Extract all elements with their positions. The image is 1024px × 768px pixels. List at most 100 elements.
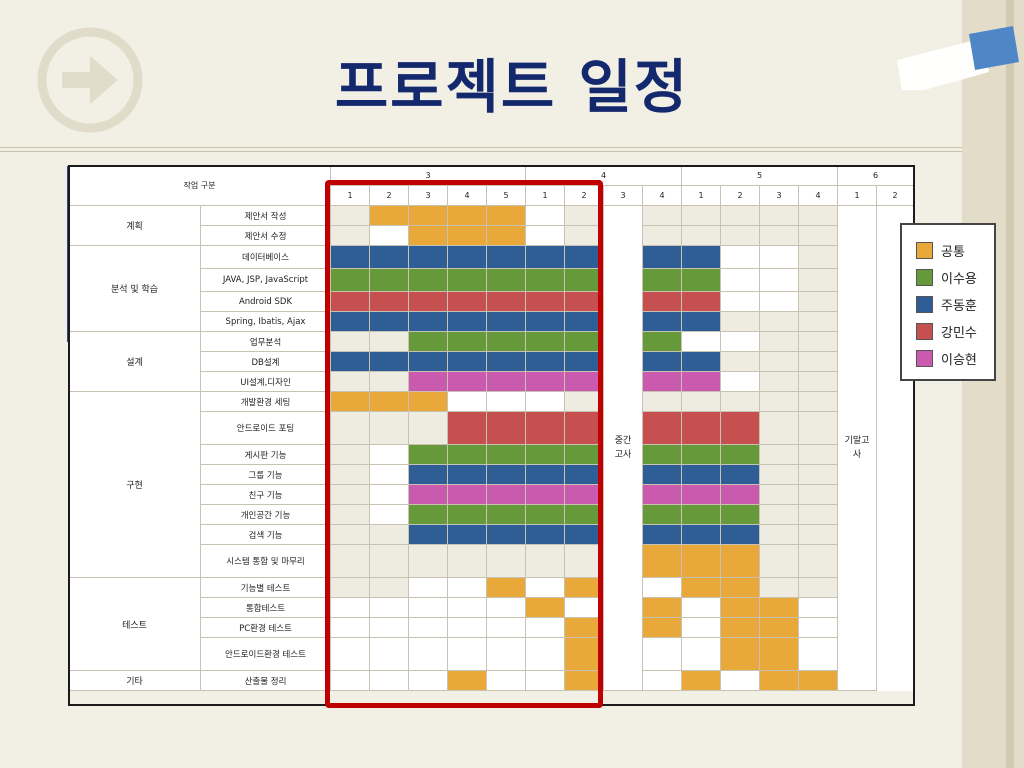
schedule-cell <box>486 245 526 269</box>
schedule-cell <box>759 351 799 372</box>
schedule-cell <box>759 617 799 638</box>
schedule-cell <box>447 670 487 691</box>
final-exam-cell: 기말고 사 <box>837 205 877 691</box>
schedule-cell <box>681 597 721 618</box>
schedule-cell <box>330 245 370 269</box>
schedule-cell <box>720 617 760 638</box>
schedule-cell <box>642 504 682 525</box>
schedule-cell <box>330 225 370 246</box>
schedule-cell <box>525 484 565 505</box>
schedule-cell <box>720 504 760 525</box>
schedule-cell <box>369 597 409 618</box>
schedule-cell <box>486 411 526 445</box>
right-decor-band <box>962 0 1024 768</box>
schedule-cell <box>720 371 760 392</box>
schedule-cell <box>798 331 838 352</box>
table-row: 안드로이드 포팅 <box>69 411 914 445</box>
schedule-cell <box>759 268 799 292</box>
schedule-cell <box>642 245 682 269</box>
schedule-cell <box>369 504 409 525</box>
schedule-cell <box>798 351 838 372</box>
schedule-cell <box>408 225 448 246</box>
legend: 공통 이수용 주동훈 강민수 이승현 <box>900 223 996 381</box>
schedule-cell <box>330 351 370 372</box>
schedule-cell <box>369 371 409 392</box>
schedule-cell <box>720 225 760 246</box>
month-header: 5 <box>681 165 838 186</box>
schedule-cell <box>720 411 760 445</box>
legend-swatch <box>916 322 933 340</box>
schedule-cell <box>720 464 760 485</box>
schedule-cell <box>798 504 838 525</box>
schedule-cell <box>408 524 448 545</box>
schedule-cell <box>486 351 526 372</box>
schedule-cell <box>564 544 604 578</box>
schedule-cell <box>642 311 682 332</box>
schedule-cell <box>369 637 409 671</box>
schedule-cell <box>642 577 682 598</box>
schedule-cell <box>798 411 838 445</box>
schedule-cell <box>369 617 409 638</box>
schedule-cell <box>525 371 565 392</box>
schedule-cell <box>486 577 526 598</box>
schedule-cell <box>369 331 409 352</box>
legend-swatch <box>916 349 933 367</box>
schedule-cell <box>447 391 487 412</box>
schedule-cell <box>564 411 604 445</box>
schedule-cell <box>798 670 838 691</box>
week-header: 2 <box>876 185 914 206</box>
schedule-cell <box>564 597 604 618</box>
schedule-cell <box>564 524 604 545</box>
week-header: 2 <box>720 185 760 206</box>
schedule-cell <box>720 637 760 671</box>
schedule-cell <box>486 268 526 292</box>
schedule-cell <box>720 524 760 545</box>
decorative-paper-icon <box>897 26 1019 90</box>
schedule-cell <box>447 544 487 578</box>
table-row: 테스트 기능별 테스트 <box>68 577 914 671</box>
schedule-cell <box>408 331 448 352</box>
schedule-cell <box>408 205 448 226</box>
schedule-cell <box>408 484 448 505</box>
schedule-cell <box>798 444 838 465</box>
schedule-cell <box>525 245 565 269</box>
schedule-cell <box>330 504 370 525</box>
schedule-cell <box>681 391 721 412</box>
schedule-cell <box>642 464 682 485</box>
schedule-cell <box>564 225 604 246</box>
schedule-cell <box>681 464 721 485</box>
schedule-cell <box>330 331 370 352</box>
schedule-cell <box>759 637 799 671</box>
task-name-cell: 개발환경 세팅 <box>200 391 331 412</box>
schedule-cell <box>330 371 370 392</box>
table-row: JAVA, JSP, JavaScript <box>69 268 914 292</box>
schedule-cell <box>408 291 448 312</box>
schedule-cell <box>720 311 760 332</box>
schedule-cell <box>447 291 487 312</box>
schedule-cell <box>525 268 565 292</box>
schedule-cell <box>720 670 760 691</box>
schedule-cell <box>681 245 721 269</box>
schedule-cell <box>408 544 448 578</box>
schedule-cell <box>330 311 370 332</box>
table-row: 계획 제안서 작성 중간 고사 기말고 사 <box>68 205 914 691</box>
week-header: 4 <box>642 185 682 206</box>
schedule-cell <box>759 464 799 485</box>
divider-line <box>0 151 962 152</box>
schedule-cell <box>486 331 526 352</box>
week-header: 1 <box>330 185 370 206</box>
week-header: 1 <box>525 185 565 206</box>
schedule-cell <box>330 617 370 638</box>
task-name-cell: 안드로이드환경 테스트 <box>200 637 331 671</box>
schedule-cell <box>486 291 526 312</box>
schedule-cell <box>447 371 487 392</box>
schedule-cell <box>525 670 565 691</box>
schedule-cell <box>525 597 565 618</box>
schedule-cell <box>681 371 721 392</box>
right-decor-stripe <box>1006 0 1014 768</box>
schedule-cell <box>330 268 370 292</box>
schedule-cell <box>408 597 448 618</box>
task-name-cell: PC환경 테스트 <box>200 617 331 638</box>
schedule-cell <box>408 391 448 412</box>
schedule-cell <box>564 504 604 525</box>
